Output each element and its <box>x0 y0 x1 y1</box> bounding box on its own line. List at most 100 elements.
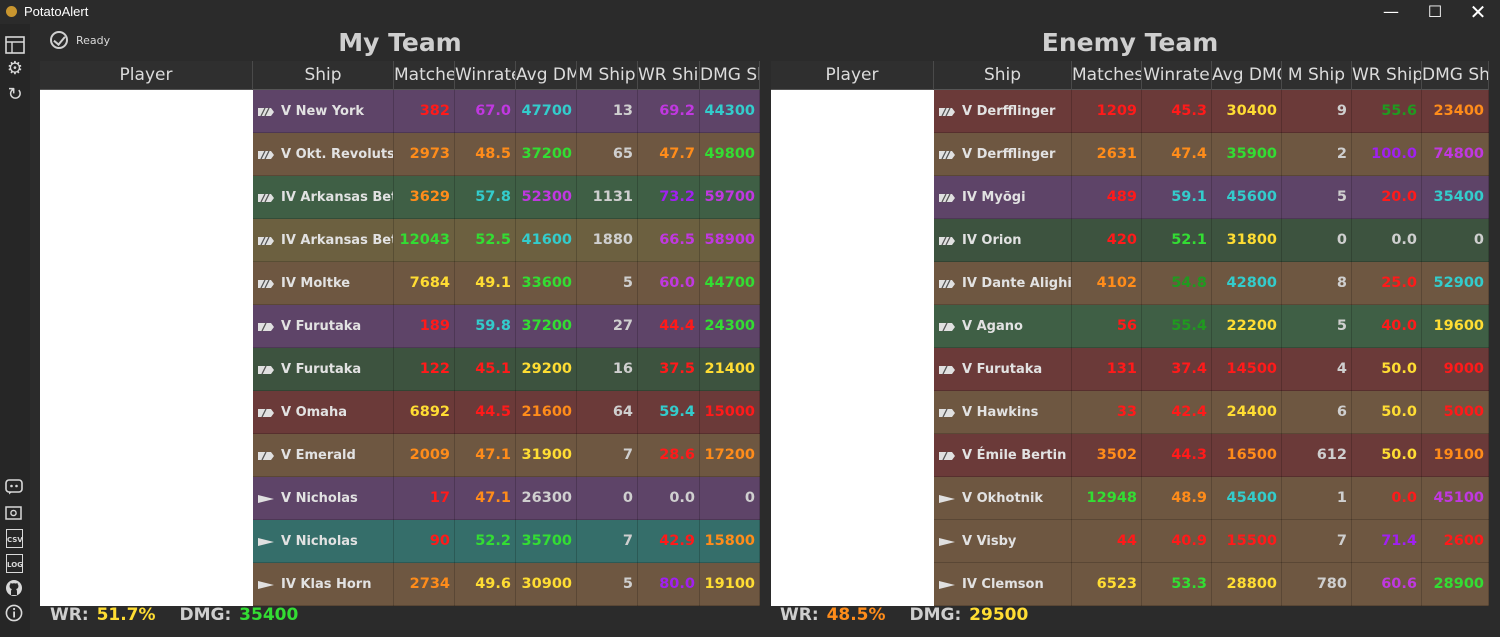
enemy-team-header-m-ship[interactable]: M Ship <box>1282 61 1352 90</box>
matches-ship-cell: 8 <box>1282 262 1352 305</box>
ship-name: V New York <box>281 104 365 119</box>
table-row[interactable]: V Okt. Revolutsiya297348.5372006547.7498… <box>253 133 760 176</box>
table-row[interactable]: IV Clemson 6523 53.3 28800 780 60.6 28900 <box>934 563 1489 606</box>
ship-cell: V Hawkins <box>934 391 1072 434</box>
info-icon[interactable] <box>5 604 25 624</box>
avg-dmg-cell: 33600 <box>516 262 577 305</box>
matches-cell: 4102 <box>1072 262 1142 305</box>
matches-ship-cell: 612 <box>1282 434 1352 477</box>
table-row[interactable]: V Emerald 2009 47.1 31900 7 28.6 17200 <box>253 434 760 477</box>
winrate-cell: 59.8 <box>455 305 516 348</box>
matches-ship-cell: 13 <box>577 90 638 133</box>
winrate-cell: 48.5 <box>455 133 516 176</box>
matches-ship-cell: 5 <box>1282 305 1352 348</box>
table-row[interactable]: V Okhotnik 12948 48.9 45400 1 0.0 45100 <box>934 477 1489 520</box>
table-row[interactable]: V Furutaka 189 59.8 37200 27 44.4 24300 <box>253 305 760 348</box>
ship-name: V Emerald <box>281 448 356 463</box>
close-button[interactable]: ✕ <box>1469 0 1487 24</box>
table-row[interactable]: V Agano 56 55.4 22200 5 40.0 19600 <box>934 305 1489 348</box>
table-row[interactable]: V Omaha 6892 44.5 21600 64 59.4 15000 <box>253 391 760 434</box>
table-row[interactable]: V Derfflinger 1209 45.3 30400 9 55.6 23400 <box>934 90 1489 133</box>
table-row[interactable]: V Émile Bertin 3502 44.3 16500 612 50.0 19100 <box>934 434 1489 477</box>
winrate-ship-cell: 73.2 <box>638 176 700 219</box>
winrate-ship-cell: 59.4 <box>638 391 700 434</box>
my-team-header-matches[interactable]: Matches <box>394 61 455 90</box>
winrate-ship-cell: 25.0 <box>1352 262 1422 305</box>
enemy-team-header-player[interactable]: Player <box>771 61 934 90</box>
table-row[interactable]: V Derfflinger 2631 47.4 35900 2 100.0 74800 <box>934 133 1489 176</box>
dmg-ship-cell: 9000 <box>1422 348 1489 391</box>
enemy-team-header-avg-dmg[interactable]: Avg DMG <box>1212 61 1282 90</box>
table-row[interactable]: V Furutaka 131 37.4 14500 4 50.0 9000 <box>934 348 1489 391</box>
winrate-ship-cell: 44.4 <box>638 305 700 348</box>
enemy-team-header-winrate[interactable]: Winrate <box>1142 61 1212 90</box>
github-icon[interactable] <box>5 579 25 599</box>
ship-cell: V Émile Bertin <box>934 434 1072 477</box>
my-team-header-avg-dmg[interactable]: Avg DMG <box>516 61 577 90</box>
winrate-cell: 47.1 <box>455 434 516 477</box>
table-row[interactable]: IV Arkansas Beta 3629 57.8 52300 1131 73.2 597… <box>253 176 760 219</box>
matches-ship-cell: 7 <box>577 520 638 563</box>
ship-class-icon <box>257 322 275 332</box>
maximize-button[interactable]: ☐ <box>1427 2 1443 21</box>
table-row[interactable]: IV Klas Horn 2734 49.6 30900 5 80.0 19100 <box>253 563 760 606</box>
my-team-header-ship[interactable]: Ship <box>253 61 394 90</box>
dmg-ship-cell: 24300 <box>700 305 760 348</box>
csv-icon[interactable]: CSV <box>6 529 23 548</box>
table-row[interactable]: V Nicholas 17 47.1 26300 0 0.0 0 <box>253 477 760 520</box>
enemy-team-header-wr-ship[interactable]: WR Ship <box>1352 61 1422 90</box>
enemy-team-player-column <box>771 90 934 606</box>
matches-ship-cell: 1131 <box>577 176 638 219</box>
avg-dmg-cell: 22200 <box>1212 305 1282 348</box>
ship-cell: IV Arkansas Beta <box>253 219 394 262</box>
minimize-button[interactable]: — <box>1383 2 1399 21</box>
my-team-header-m-ship[interactable]: M Ship <box>577 61 638 90</box>
table-icon[interactable] <box>5 36 25 56</box>
matches-cell: 6892 <box>394 391 455 434</box>
enemy-team-header-ship[interactable]: Ship <box>934 61 1072 90</box>
dmg-ship-cell: 17200 <box>700 434 760 477</box>
table-row[interactable]: V Hawkins 33 42.4 24400 6 50.0 5000 <box>934 391 1489 434</box>
log-icon[interactable]: LOG <box>6 554 23 573</box>
table-row[interactable]: IV Myōgi 489 59.1 45600 5 20.0 35400 <box>934 176 1489 219</box>
ship-cell: V Visby <box>934 520 1072 563</box>
gear-icon[interactable]: ⚙ <box>6 58 24 79</box>
table-row[interactable]: IV Dante Alighieri410254.842800825.05290… <box>934 262 1489 305</box>
winrate-ship-cell: 50.0 <box>1352 391 1422 434</box>
matches-cell: 90 <box>394 520 455 563</box>
avg-dmg-cell: 47700 <box>516 90 577 133</box>
ship-name: V Nicholas <box>281 491 358 506</box>
table-row[interactable]: V Furutaka 122 45.1 29200 16 37.5 21400 <box>253 348 760 391</box>
dmg-ship-cell: 35400 <box>1422 176 1489 219</box>
avg-dmg-cell: 30900 <box>516 563 577 606</box>
ship-name: V Okt. Revolutsiya <box>281 147 394 162</box>
my-team-header-wr-ship[interactable]: WR Ship <box>638 61 700 90</box>
avg-dmg-cell: 31900 <box>516 434 577 477</box>
winrate-cell: 49.6 <box>455 563 516 606</box>
table-row[interactable]: IV Arkansas Beta 12043 52.5 41600 1880 66.5 58… <box>253 219 760 262</box>
ship-class-icon <box>938 580 956 590</box>
ship-cell: V Furutaka <box>253 348 394 391</box>
my-team-header-winrate[interactable]: Winrate <box>455 61 516 90</box>
refresh-icon[interactable]: ↻ <box>7 84 23 105</box>
ship-name: V Nicholas <box>281 534 358 549</box>
enemy-team-header-matches[interactable]: Matches <box>1072 61 1142 90</box>
my-team-header-dmg-ship[interactable]: DMG Ship <box>700 61 760 90</box>
ship-class-icon <box>938 193 956 203</box>
enemy-team-header-dmg-ship[interactable]: DMG Ship <box>1422 61 1489 90</box>
enemy-dmg-label: DMG: <box>909 605 962 625</box>
screenshot-icon[interactable] <box>5 504 25 524</box>
ship-class-icon <box>257 451 275 461</box>
matches-cell: 33 <box>1072 391 1142 434</box>
discord-icon[interactable] <box>5 479 25 499</box>
winrate-ship-cell: 55.6 <box>1352 90 1422 133</box>
avg-dmg-cell: 15500 <box>1212 520 1282 563</box>
table-row[interactable]: V Nicholas 90 52.2 35700 7 42.9 15800 <box>253 520 760 563</box>
table-row[interactable]: IV Orion 420 52.1 31800 0 0.0 0 <box>934 219 1489 262</box>
table-row[interactable]: IV Moltke 7684 49.1 33600 5 60.0 44700 <box>253 262 760 305</box>
table-row[interactable]: V New York 382 67.0 47700 13 69.2 44300 <box>253 90 760 133</box>
enemy-team-title: Enemy Team <box>1041 28 1219 57</box>
my-team-header-player[interactable]: Player <box>40 61 253 90</box>
table-row[interactable]: V Visby 44 40.9 15500 7 71.4 2600 <box>934 520 1489 563</box>
matches-cell: 7684 <box>394 262 455 305</box>
